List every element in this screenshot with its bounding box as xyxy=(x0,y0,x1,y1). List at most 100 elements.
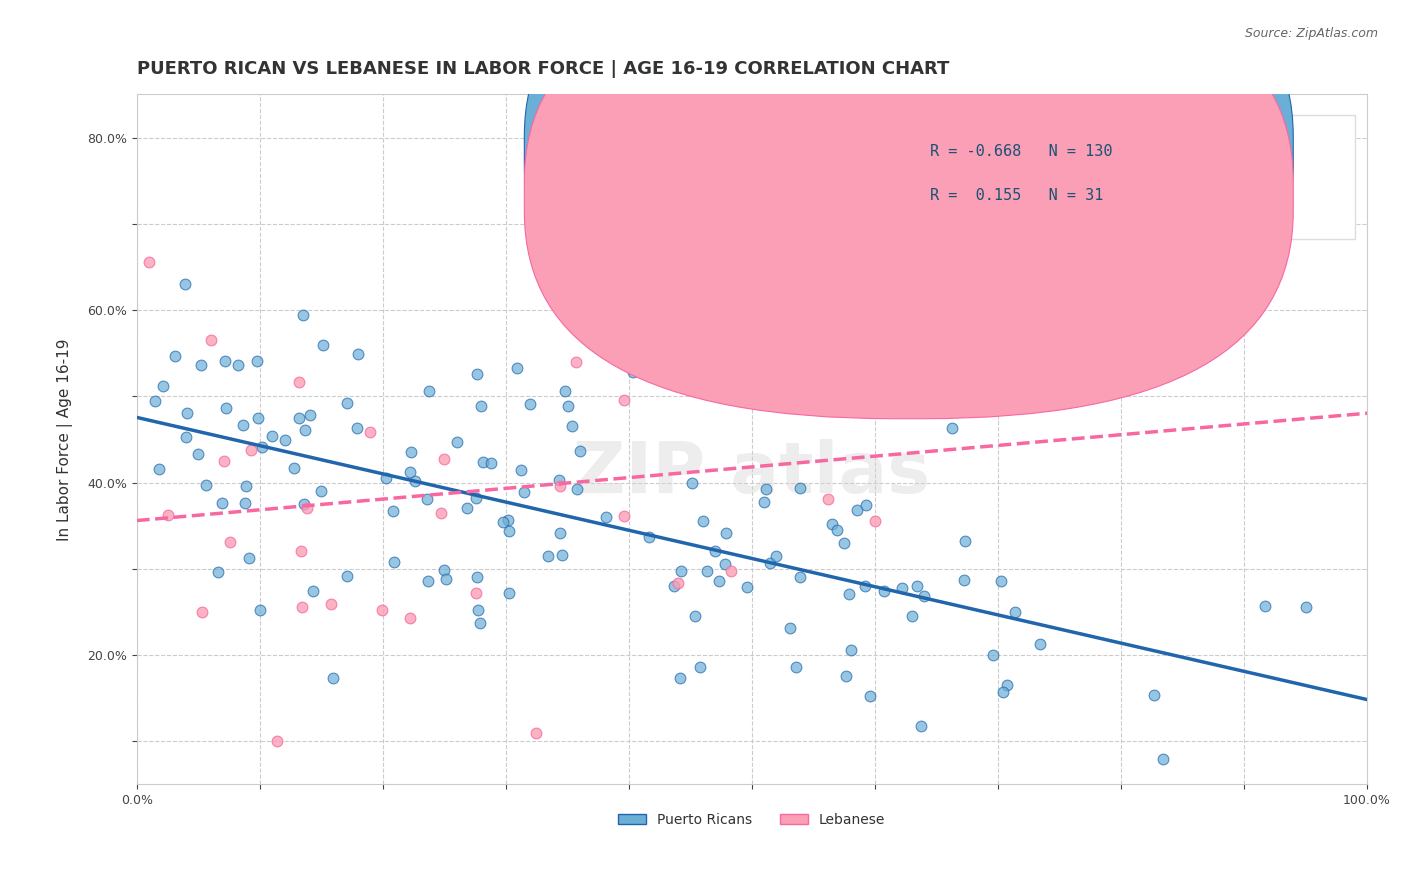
Puerto Ricans xyxy=(838,587,860,601)
Puerto Ricans xyxy=(235,479,257,493)
Puerto Ricans xyxy=(832,536,855,550)
Puerto Ricans xyxy=(467,368,489,382)
Lebanese xyxy=(433,451,456,466)
Puerto Ricans xyxy=(737,581,759,595)
Puerto Ricans xyxy=(638,530,661,544)
Puerto Ricans xyxy=(662,578,685,592)
Puerto Ricans xyxy=(713,558,735,572)
Puerto Ricans xyxy=(250,440,273,454)
Puerto Ricans xyxy=(446,434,468,449)
Puerto Ricans xyxy=(845,502,868,516)
Lebanese xyxy=(429,507,451,521)
Lebanese xyxy=(613,393,636,408)
Puerto Ricans xyxy=(249,602,271,616)
Puerto Ricans xyxy=(669,564,692,578)
Puerto Ricans xyxy=(995,678,1018,692)
Puerto Ricans xyxy=(336,395,359,409)
Puerto Ricans xyxy=(472,455,495,469)
Puerto Ricans xyxy=(953,534,976,549)
Puerto Ricans xyxy=(145,394,167,409)
Puerto Ricans xyxy=(872,584,894,599)
Lebanese xyxy=(288,375,311,389)
Puerto Ricans xyxy=(537,549,560,564)
Puerto Ricans xyxy=(215,401,238,416)
Lebanese xyxy=(359,425,381,439)
Puerto Ricans xyxy=(382,555,405,569)
Puerto Ricans xyxy=(669,671,692,685)
Puerto Ricans xyxy=(232,417,254,432)
Puerto Ricans xyxy=(233,496,256,510)
Puerto Ricans xyxy=(855,498,877,512)
Puerto Ricans xyxy=(1004,606,1026,620)
Lebanese xyxy=(219,535,242,549)
Puerto Ricans xyxy=(404,474,426,488)
Puerto Ricans xyxy=(1254,599,1277,613)
Puerto Ricans xyxy=(821,516,844,531)
Puerto Ricans xyxy=(853,579,876,593)
Puerto Ricans xyxy=(195,478,218,492)
Text: Source: ZipAtlas.com: Source: ZipAtlas.com xyxy=(1244,27,1378,40)
Puerto Ricans xyxy=(557,400,579,414)
Text: ZIP atlas: ZIP atlas xyxy=(574,440,931,508)
Lebanese xyxy=(212,454,235,468)
Lebanese xyxy=(644,351,666,366)
Puerto Ricans xyxy=(1152,751,1174,765)
Puerto Ricans xyxy=(291,309,314,323)
Puerto Ricans xyxy=(696,564,718,578)
Puerto Ricans xyxy=(548,525,571,540)
Puerto Ricans xyxy=(839,643,862,657)
Puerto Ricans xyxy=(901,608,924,623)
Puerto Ricans xyxy=(260,428,283,442)
Puerto Ricans xyxy=(891,581,914,595)
Puerto Ricans xyxy=(496,513,519,527)
Puerto Ricans xyxy=(703,543,725,558)
Puerto Ricans xyxy=(789,570,811,584)
Puerto Ricans xyxy=(247,411,270,425)
Puerto Ricans xyxy=(492,516,515,530)
Puerto Ricans xyxy=(785,660,807,674)
Puerto Ricans xyxy=(479,456,502,470)
Puerto Ricans xyxy=(467,603,489,617)
Puerto Ricans xyxy=(498,585,520,599)
Puerto Ricans xyxy=(283,461,305,475)
Puerto Ricans xyxy=(299,408,322,422)
Puerto Ricans xyxy=(755,482,778,496)
Puerto Ricans xyxy=(148,462,170,476)
Puerto Ricans xyxy=(274,433,297,447)
Puerto Ricans xyxy=(174,277,197,292)
Lebanese xyxy=(295,500,318,515)
Puerto Ricans xyxy=(374,471,396,485)
Puerto Ricans xyxy=(322,671,344,685)
Lebanese xyxy=(321,597,343,611)
Puerto Ricans xyxy=(905,579,928,593)
Lebanese xyxy=(863,514,886,528)
Puerto Ricans xyxy=(456,501,478,516)
Puerto Ricans xyxy=(835,669,858,683)
Puerto Ricans xyxy=(941,421,963,435)
Puerto Ricans xyxy=(152,378,174,392)
Lebanese xyxy=(191,606,214,620)
Lebanese xyxy=(266,734,288,748)
Text: R =  0.155   N = 31: R = 0.155 N = 31 xyxy=(931,188,1104,203)
Lebanese xyxy=(399,611,422,625)
Puerto Ricans xyxy=(510,463,533,477)
Lebanese xyxy=(614,217,637,231)
Puerto Ricans xyxy=(433,563,456,577)
Puerto Ricans xyxy=(214,354,236,368)
Puerto Ricans xyxy=(551,548,574,562)
Puerto Ricans xyxy=(309,483,332,498)
Puerto Ricans xyxy=(226,358,249,372)
Lebanese xyxy=(524,726,547,740)
Puerto Ricans xyxy=(207,565,229,579)
Puerto Ricans xyxy=(498,524,520,538)
Puerto Ricans xyxy=(595,509,617,524)
Lebanese xyxy=(803,234,825,248)
Puerto Ricans xyxy=(292,496,315,510)
Puerto Ricans xyxy=(1029,637,1052,651)
FancyBboxPatch shape xyxy=(524,0,1294,418)
Puerto Ricans xyxy=(174,430,197,444)
Puerto Ricans xyxy=(302,583,325,598)
Puerto Ricans xyxy=(465,570,488,584)
Puerto Ricans xyxy=(981,648,1004,662)
Puerto Ricans xyxy=(346,421,368,435)
